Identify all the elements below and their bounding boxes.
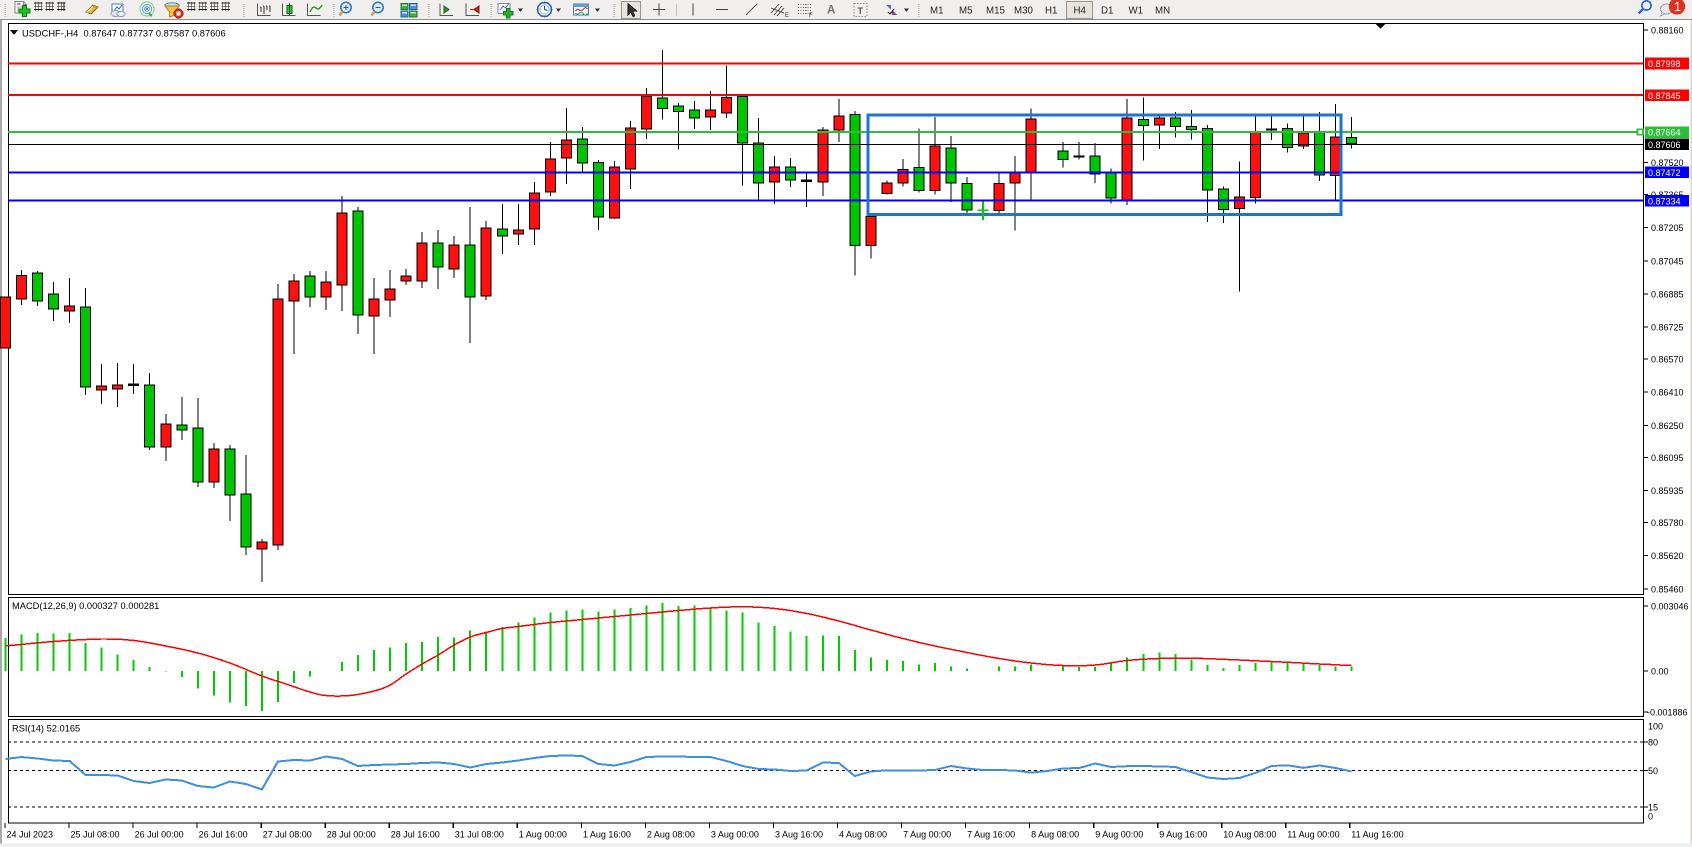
svg-text:0.87664: 0.87664	[1648, 128, 1681, 138]
svg-text:-0.001886: -0.001886	[1647, 708, 1688, 718]
svg-text:0.86095: 0.86095	[1651, 453, 1684, 463]
svg-text:0.86885: 0.86885	[1651, 289, 1684, 299]
svg-text:1 Aug 00:00: 1 Aug 00:00	[519, 830, 567, 840]
svg-text:15: 15	[1648, 802, 1658, 812]
svg-text:0.88160: 0.88160	[1651, 26, 1684, 36]
svg-text:A: A	[827, 5, 835, 17]
svg-text:7 Aug 16:00: 7 Aug 16:00	[967, 830, 1015, 840]
svg-text:T: T	[858, 6, 864, 16]
svg-text:100: 100	[1648, 722, 1663, 732]
svg-text:28 Jul 16:00: 28 Jul 16:00	[391, 830, 440, 840]
svg-text:0.87045: 0.87045	[1651, 256, 1684, 266]
svg-text:H1: H1	[1045, 6, 1057, 17]
svg-text:26 Jul 16:00: 26 Jul 16:00	[199, 830, 248, 840]
svg-text:26 Jul 00:00: 26 Jul 00:00	[135, 830, 184, 840]
svg-text:USDCHF-,H4 0.87647 0.87737 0.: USDCHF-,H4 0.87647 0.87737 0.87587 0.876…	[22, 29, 226, 39]
svg-text:0.86570: 0.86570	[1651, 355, 1684, 365]
svg-text:H4: H4	[1074, 6, 1087, 17]
svg-text:11 Aug 16:00: 11 Aug 16:00	[1351, 830, 1403, 840]
svg-text:0.87998: 0.87998	[1648, 59, 1681, 69]
svg-text:M5: M5	[959, 6, 972, 17]
svg-text:F: F	[809, 13, 813, 19]
svg-text:0.87845: 0.87845	[1648, 91, 1681, 101]
svg-text:E: E	[785, 13, 789, 19]
svg-text:1: 1	[1674, 0, 1681, 14]
svg-text:0.85460: 0.85460	[1651, 584, 1684, 594]
svg-text:50: 50	[1648, 766, 1658, 776]
svg-text:27 Jul 08:00: 27 Jul 08:00	[263, 830, 312, 840]
svg-text:0.85935: 0.85935	[1651, 486, 1684, 496]
svg-text:31 Jul 08:00: 31 Jul 08:00	[455, 830, 504, 840]
svg-text:0.85780: 0.85780	[1651, 518, 1684, 528]
svg-text:M1: M1	[930, 6, 943, 17]
svg-text:0.87472: 0.87472	[1648, 168, 1681, 178]
svg-text:MN: MN	[1155, 6, 1170, 17]
svg-text:0.87520: 0.87520	[1651, 158, 1684, 168]
svg-text:80: 80	[1648, 737, 1658, 747]
svg-text:M15: M15	[986, 6, 1005, 17]
svg-text:25 Jul 08:00: 25 Jul 08:00	[71, 830, 120, 840]
svg-text:28 Jul 00:00: 28 Jul 00:00	[327, 830, 376, 840]
svg-text:0.86410: 0.86410	[1651, 388, 1684, 398]
svg-text:0.87606: 0.87606	[1648, 140, 1681, 150]
svg-text:RSI(14) 52.0165: RSI(14) 52.0165	[12, 724, 80, 734]
svg-text:W1: W1	[1129, 6, 1144, 17]
svg-text:0.87334: 0.87334	[1648, 196, 1681, 206]
svg-text:9 Aug 16:00: 9 Aug 16:00	[1159, 830, 1207, 840]
svg-text:24 Jul 2023: 24 Jul 2023	[7, 830, 54, 840]
svg-text:0.00: 0.00	[1651, 667, 1669, 677]
svg-text:10 Aug 08:00: 10 Aug 08:00	[1223, 830, 1276, 840]
svg-text:0.86250: 0.86250	[1651, 421, 1684, 431]
svg-text:3 Aug 16:00: 3 Aug 16:00	[775, 830, 823, 840]
svg-text:11 Aug 00:00: 11 Aug 00:00	[1287, 830, 1339, 840]
svg-text:D1: D1	[1101, 6, 1113, 17]
svg-text:4 Aug 08:00: 4 Aug 08:00	[839, 830, 887, 840]
svg-text:0.87205: 0.87205	[1651, 223, 1684, 233]
svg-text:MACD(12,26,9) 0.000327 0.00028: MACD(12,26,9) 0.000327 0.000281	[12, 601, 159, 611]
svg-text:0.85620: 0.85620	[1651, 551, 1684, 561]
svg-text:0.003046: 0.003046	[1651, 602, 1689, 612]
svg-text:7 Aug 00:00: 7 Aug 00:00	[903, 830, 951, 840]
svg-text:2 Aug 08:00: 2 Aug 08:00	[647, 830, 695, 840]
svg-text:8 Aug 08:00: 8 Aug 08:00	[1031, 830, 1079, 840]
svg-text:0: 0	[1648, 812, 1653, 822]
svg-text:9 Aug 00:00: 9 Aug 00:00	[1095, 830, 1143, 840]
svg-text:3 Aug 00:00: 3 Aug 00:00	[711, 830, 759, 840]
svg-text:M30: M30	[1014, 6, 1033, 17]
svg-text:1 Aug 16:00: 1 Aug 16:00	[583, 830, 631, 840]
svg-text:0.86725: 0.86725	[1651, 323, 1684, 333]
